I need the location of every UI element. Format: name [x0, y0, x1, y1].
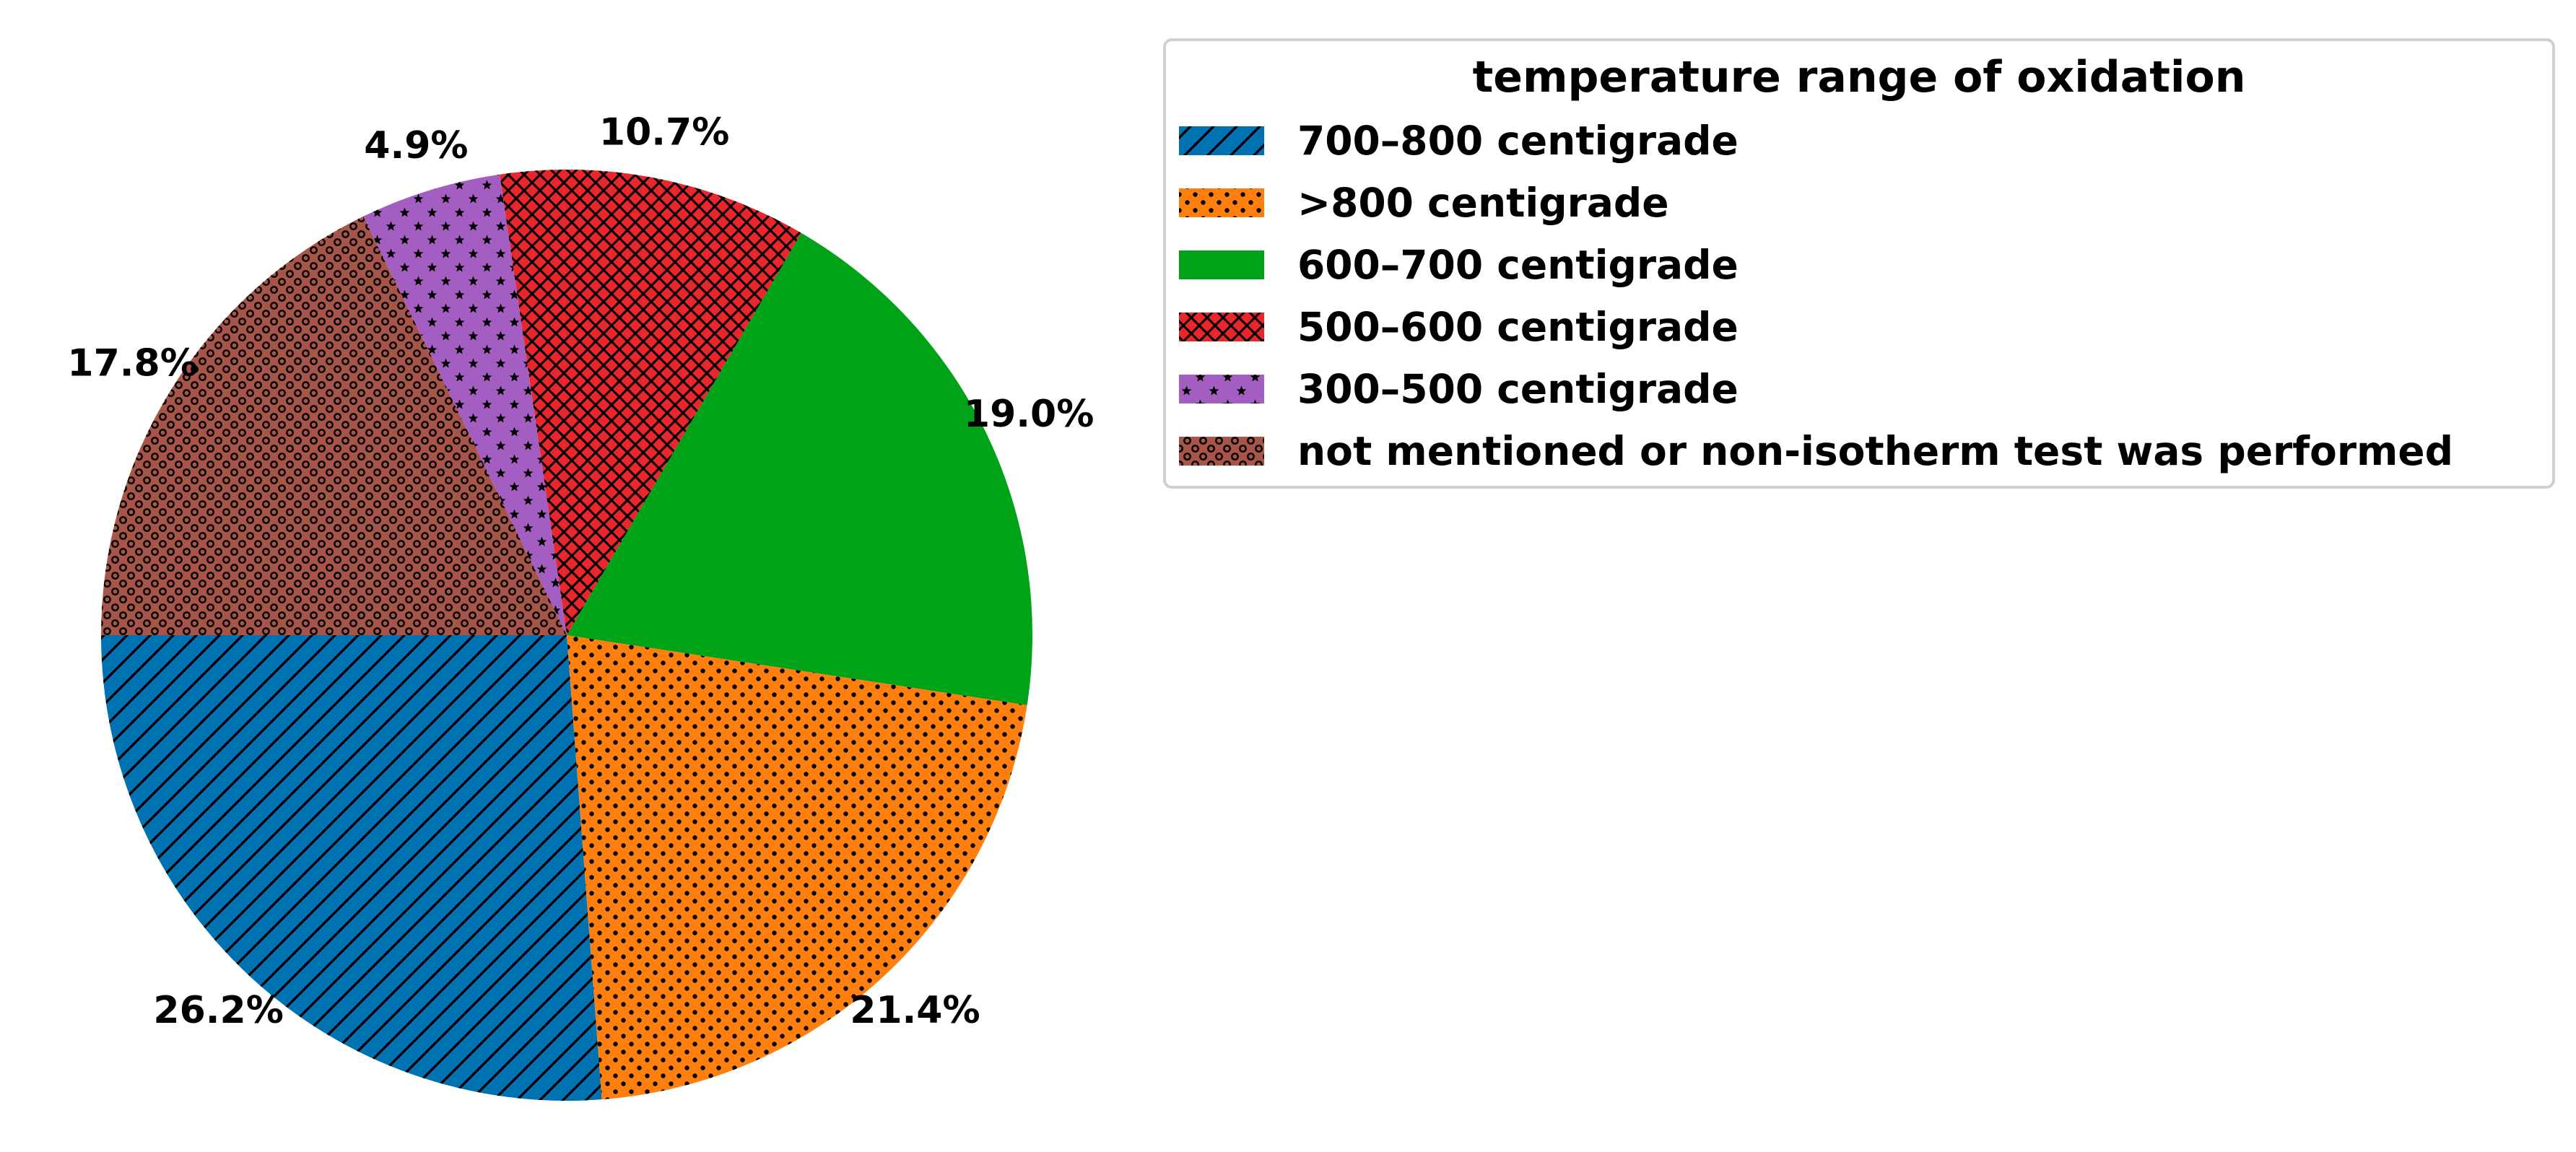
pie-slice-500-600-centigrade [500, 169, 801, 635]
legend-label-300-500-centigrade: 300–500 centigrade [1297, 366, 1739, 412]
pie-slice-600-700-centigrade [567, 232, 1033, 705]
pie-slices [100, 169, 1033, 1101]
pct-label-800-centigrade: 21.4% [850, 989, 980, 1032]
legend-frame [1163, 38, 2555, 489]
legend: temperature range of oxidation 700–800 c… [1163, 38, 2555, 489]
legend-swatch-not-mentioned-or-non-isotherm-test-was-performed [1179, 437, 1264, 466]
legend-label-not-mentioned-or-non-isotherm-test-was-performed: not mentioned or non-isotherm test was p… [1297, 428, 2453, 474]
legend-swatch-600-700-centigrade [1179, 250, 1264, 279]
legend-swatch-500-600-centigrade [1179, 313, 1264, 341]
legend-title: temperature range of oxidation [1473, 52, 2246, 102]
legend-swatch-700-800-centigrade [1179, 126, 1264, 155]
pct-label-500-600-centigrade: 10.7% [599, 111, 729, 154]
pct-label-300-500-centigrade: 4.9% [364, 124, 468, 167]
pct-label-not-mentioned-or-non-isotherm-test-was-performed: 17.8% [67, 342, 197, 385]
pie-slice-not-mentioned-or-non-isotherm-test-was-performed [101, 216, 567, 635]
legend-label-600-700-centigrade: 600–700 centigrade [1297, 242, 1739, 288]
pie-slice-700-800-centigrade [100, 635, 602, 1101]
legend-swatch-800-centigrade [1179, 188, 1264, 217]
pie-slice-300-500-centigrade [363, 174, 567, 636]
pie-slice-800-centigrade [567, 635, 1027, 1100]
legend-swatch-300-500-centigrade [1179, 375, 1264, 403]
pct-label-700-800-centigrade: 26.2% [153, 989, 283, 1032]
legend-label-800-centigrade: >800 centigrade [1297, 180, 1669, 226]
pct-label-600-700-centigrade: 19.0% [964, 393, 1094, 436]
percent-labels: 26.2% 21.4% 19.0% 10.7% 4.9% 17.8% [67, 111, 1094, 1033]
legend-label-500-600-centigrade: 500–600 centigrade [1297, 304, 1739, 350]
legend-label-700-800-centigrade: 700–800 centigrade [1297, 118, 1739, 164]
